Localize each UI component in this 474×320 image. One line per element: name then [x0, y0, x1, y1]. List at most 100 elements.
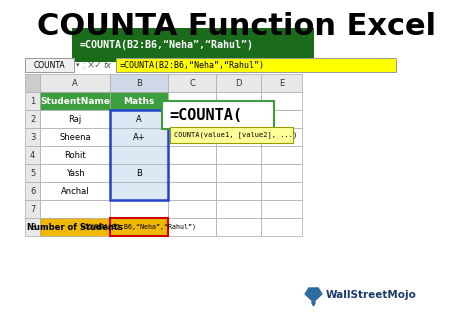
- Polygon shape: [311, 302, 315, 306]
- Bar: [217, 110, 261, 128]
- Bar: [261, 74, 302, 92]
- Text: COUNTA: COUNTA: [34, 60, 65, 69]
- Bar: [110, 110, 168, 200]
- Polygon shape: [305, 288, 322, 302]
- Text: ✓: ✓: [94, 60, 102, 70]
- Bar: [110, 218, 168, 236]
- Bar: [116, 58, 396, 72]
- Bar: [110, 92, 168, 110]
- Bar: [72, 28, 314, 62]
- FancyBboxPatch shape: [163, 101, 274, 129]
- Bar: [217, 164, 261, 182]
- Bar: [40, 200, 110, 218]
- Bar: [25, 164, 40, 182]
- Bar: [25, 128, 40, 146]
- Bar: [261, 164, 302, 182]
- Text: 1: 1: [30, 97, 35, 106]
- Text: 2: 2: [30, 115, 35, 124]
- Bar: [217, 92, 261, 110]
- Bar: [110, 164, 168, 182]
- Bar: [40, 164, 110, 182]
- Bar: [110, 146, 168, 164]
- Text: A: A: [72, 78, 78, 87]
- Bar: [40, 110, 110, 128]
- Text: ×: ×: [86, 60, 95, 70]
- Bar: [217, 74, 261, 92]
- Bar: [110, 128, 168, 146]
- Bar: [110, 74, 168, 92]
- Bar: [40, 218, 110, 236]
- Text: Number of Students: Number of Students: [27, 222, 123, 231]
- Text: WallStreetMojo: WallStreetMojo: [326, 290, 417, 300]
- Bar: [217, 128, 261, 146]
- Text: Yash: Yash: [66, 169, 84, 178]
- Bar: [40, 146, 110, 164]
- Text: 8: 8: [30, 222, 36, 231]
- Bar: [217, 182, 261, 200]
- Text: fx: fx: [103, 60, 111, 69]
- Bar: [25, 92, 40, 110]
- Text: ▾: ▾: [76, 62, 79, 68]
- Bar: [261, 200, 302, 218]
- Bar: [110, 110, 168, 128]
- Bar: [40, 182, 110, 200]
- Bar: [110, 218, 168, 236]
- Bar: [217, 200, 261, 218]
- Bar: [25, 146, 40, 164]
- Text: Raj: Raj: [69, 115, 82, 124]
- Bar: [261, 110, 302, 128]
- Text: 7: 7: [30, 204, 36, 213]
- Bar: [110, 182, 168, 200]
- Bar: [25, 74, 40, 92]
- Bar: [168, 74, 217, 92]
- Bar: [168, 110, 217, 128]
- Bar: [261, 128, 302, 146]
- Text: B: B: [136, 169, 142, 178]
- Text: Sheena: Sheena: [59, 132, 91, 141]
- Bar: [261, 92, 302, 110]
- Bar: [168, 128, 217, 146]
- Bar: [168, 164, 217, 182]
- Bar: [40, 74, 110, 92]
- Text: StudentName: StudentName: [40, 97, 110, 106]
- Bar: [168, 146, 217, 164]
- Text: D: D: [236, 78, 242, 87]
- Text: COUNTA Function Excel: COUNTA Function Excel: [37, 12, 437, 41]
- Bar: [168, 218, 217, 236]
- Text: Anchal: Anchal: [61, 187, 90, 196]
- Bar: [168, 182, 217, 200]
- Text: 4: 4: [30, 150, 35, 159]
- Text: E: E: [279, 78, 284, 87]
- Text: =COUNTA(B2:B6,“Neha”,“Rahul”): =COUNTA(B2:B6,“Neha”,“Rahul”): [119, 60, 264, 69]
- Bar: [25, 218, 40, 236]
- Text: A: A: [136, 115, 142, 124]
- Bar: [25, 110, 40, 128]
- Text: Maths: Maths: [123, 97, 155, 106]
- Bar: [25, 182, 40, 200]
- Bar: [261, 218, 302, 236]
- Bar: [168, 200, 217, 218]
- Text: 3: 3: [30, 132, 36, 141]
- Bar: [261, 146, 302, 164]
- Bar: [110, 200, 168, 218]
- Text: =COUNTA(B2:B6,“Neha”,“Rahul”): =COUNTA(B2:B6,“Neha”,“Rahul”): [79, 40, 253, 50]
- FancyBboxPatch shape: [170, 127, 293, 143]
- Text: =COUNTA(B2:B6,“Neha”,“Rahul”): =COUNTA(B2:B6,“Neha”,“Rahul”): [81, 224, 197, 230]
- Text: C: C: [189, 78, 195, 87]
- Bar: [25, 58, 74, 72]
- Text: 6: 6: [30, 187, 36, 196]
- Text: 5: 5: [30, 169, 35, 178]
- Text: Rohit: Rohit: [64, 150, 86, 159]
- Text: COUNTA(value1, [value2], ...): COUNTA(value1, [value2], ...): [174, 132, 298, 138]
- Bar: [25, 200, 40, 218]
- Text: B: B: [136, 78, 142, 87]
- Bar: [40, 128, 110, 146]
- Bar: [168, 92, 217, 110]
- Bar: [217, 218, 261, 236]
- Text: A+: A+: [133, 132, 146, 141]
- Bar: [261, 182, 302, 200]
- Text: :: :: [82, 60, 85, 69]
- Text: =COUNTA(: =COUNTA(: [169, 108, 242, 123]
- Bar: [40, 92, 110, 110]
- Bar: [217, 146, 261, 164]
